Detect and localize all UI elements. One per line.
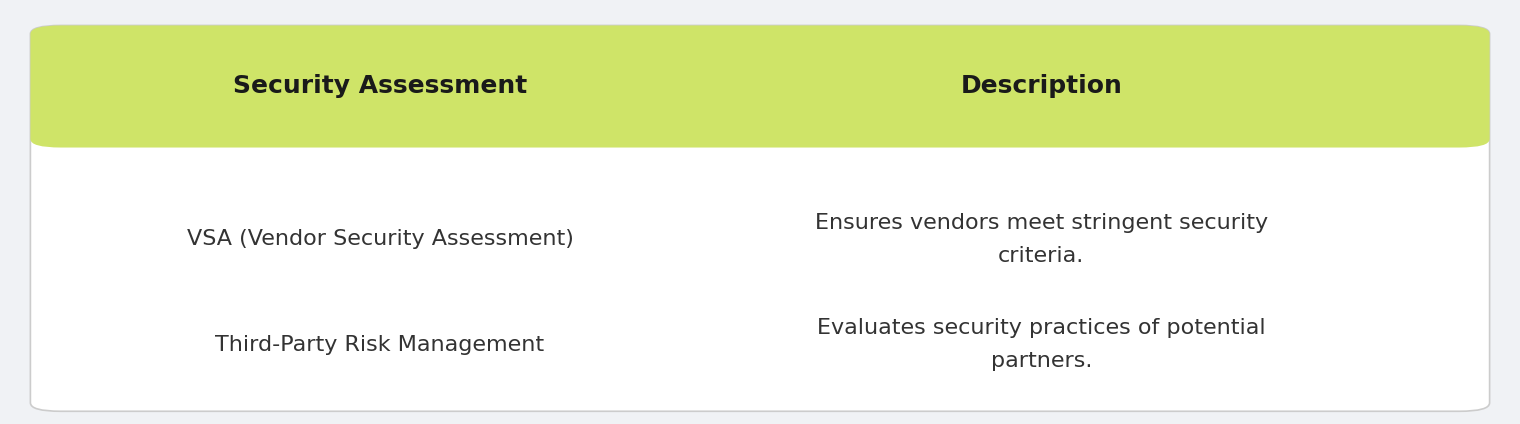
FancyBboxPatch shape	[30, 25, 1490, 148]
Text: Evaluates security practices of potential
partners.: Evaluates security practices of potentia…	[816, 318, 1266, 371]
Text: Ensures vendors meet stringent security
criteria.: Ensures vendors meet stringent security …	[815, 213, 1268, 266]
Bar	[61, 102, 1459, 139]
Text: Security Assessment: Security Assessment	[233, 75, 527, 98]
FancyBboxPatch shape	[30, 25, 1490, 411]
Text: VSA (Vendor Security Assessment): VSA (Vendor Security Assessment)	[187, 229, 573, 249]
Text: Third-Party Risk Management: Third-Party Risk Management	[216, 335, 544, 355]
Text: Description: Description	[961, 75, 1122, 98]
